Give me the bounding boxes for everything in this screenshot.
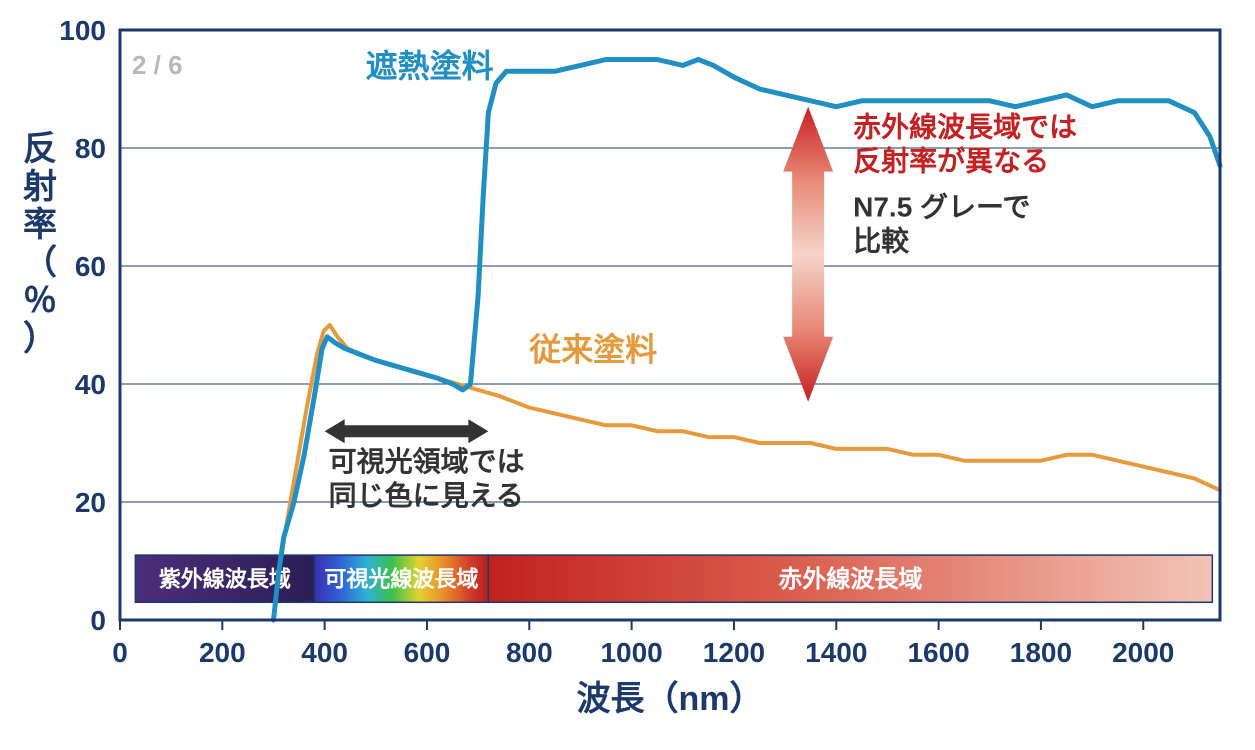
x-tick-label: 2000	[1112, 637, 1174, 668]
x-tick-label: 1400	[805, 637, 867, 668]
series-label-thermal: 遮熱塗料	[366, 48, 494, 84]
y-axis-title: ）	[23, 319, 57, 358]
ir-annotation-gray: 比較	[853, 225, 910, 257]
y-axis-title: 反	[23, 130, 57, 168]
wavelength-band-label: 可視光線波長域	[324, 566, 478, 591]
x-tick-label: 800	[506, 637, 553, 668]
ir-annotation-gray: N7.5 グレーで	[853, 192, 1030, 223]
y-axis-title: （	[23, 243, 57, 282]
reflectance-chart: 0 20 40 60 80 100 紫外線波長域 可視光線波長域 赤外線波長域 0 200 400 60…	[0, 0, 1255, 750]
x-tick-label: 1200	[703, 637, 765, 668]
x-tick-label: 1800	[1010, 637, 1072, 668]
visible-range-annotation: 同じ色に見える	[329, 479, 524, 511]
y-tick-label: 80	[75, 133, 106, 164]
y-axis-title: 射	[23, 168, 57, 206]
x-tick-label: 400	[301, 637, 348, 668]
page-indicator: 2 / 6	[132, 50, 183, 80]
y-axis-title: 率	[23, 206, 57, 244]
ir-annotation-red: 赤外線波長域では	[853, 111, 1077, 143]
x-tick-label: 200	[199, 637, 246, 668]
ir-annotation-red: 反射率が異なる	[853, 145, 1049, 177]
chart-svg: 0 20 40 60 80 100 紫外線波長域 可視光線波長域 赤外線波長域 0 200 400 60…	[0, 0, 1255, 750]
y-tick-label: 100	[59, 15, 106, 46]
visible-range-annotation: 可視光領域では	[329, 445, 525, 477]
x-tick-label: 600	[404, 637, 451, 668]
y-tick-label: 20	[75, 487, 106, 518]
wavelength-band-label: 赤外線波長域	[778, 565, 922, 593]
x-tick-label: 0	[112, 637, 128, 668]
x-tick-label: 1000	[600, 637, 662, 668]
x-tick-label: 1600	[907, 637, 969, 668]
y-tick-label: 40	[75, 369, 106, 400]
y-tick-label: 0	[90, 605, 106, 636]
wavelength-band-label: 紫外線波長域	[159, 566, 291, 591]
y-tick-label: 60	[75, 251, 106, 282]
x-axis-title: 波長（nm）	[577, 679, 764, 718]
series-label-conventional: 従来塗料	[528, 331, 657, 367]
y-axis-title: ％	[23, 282, 57, 320]
